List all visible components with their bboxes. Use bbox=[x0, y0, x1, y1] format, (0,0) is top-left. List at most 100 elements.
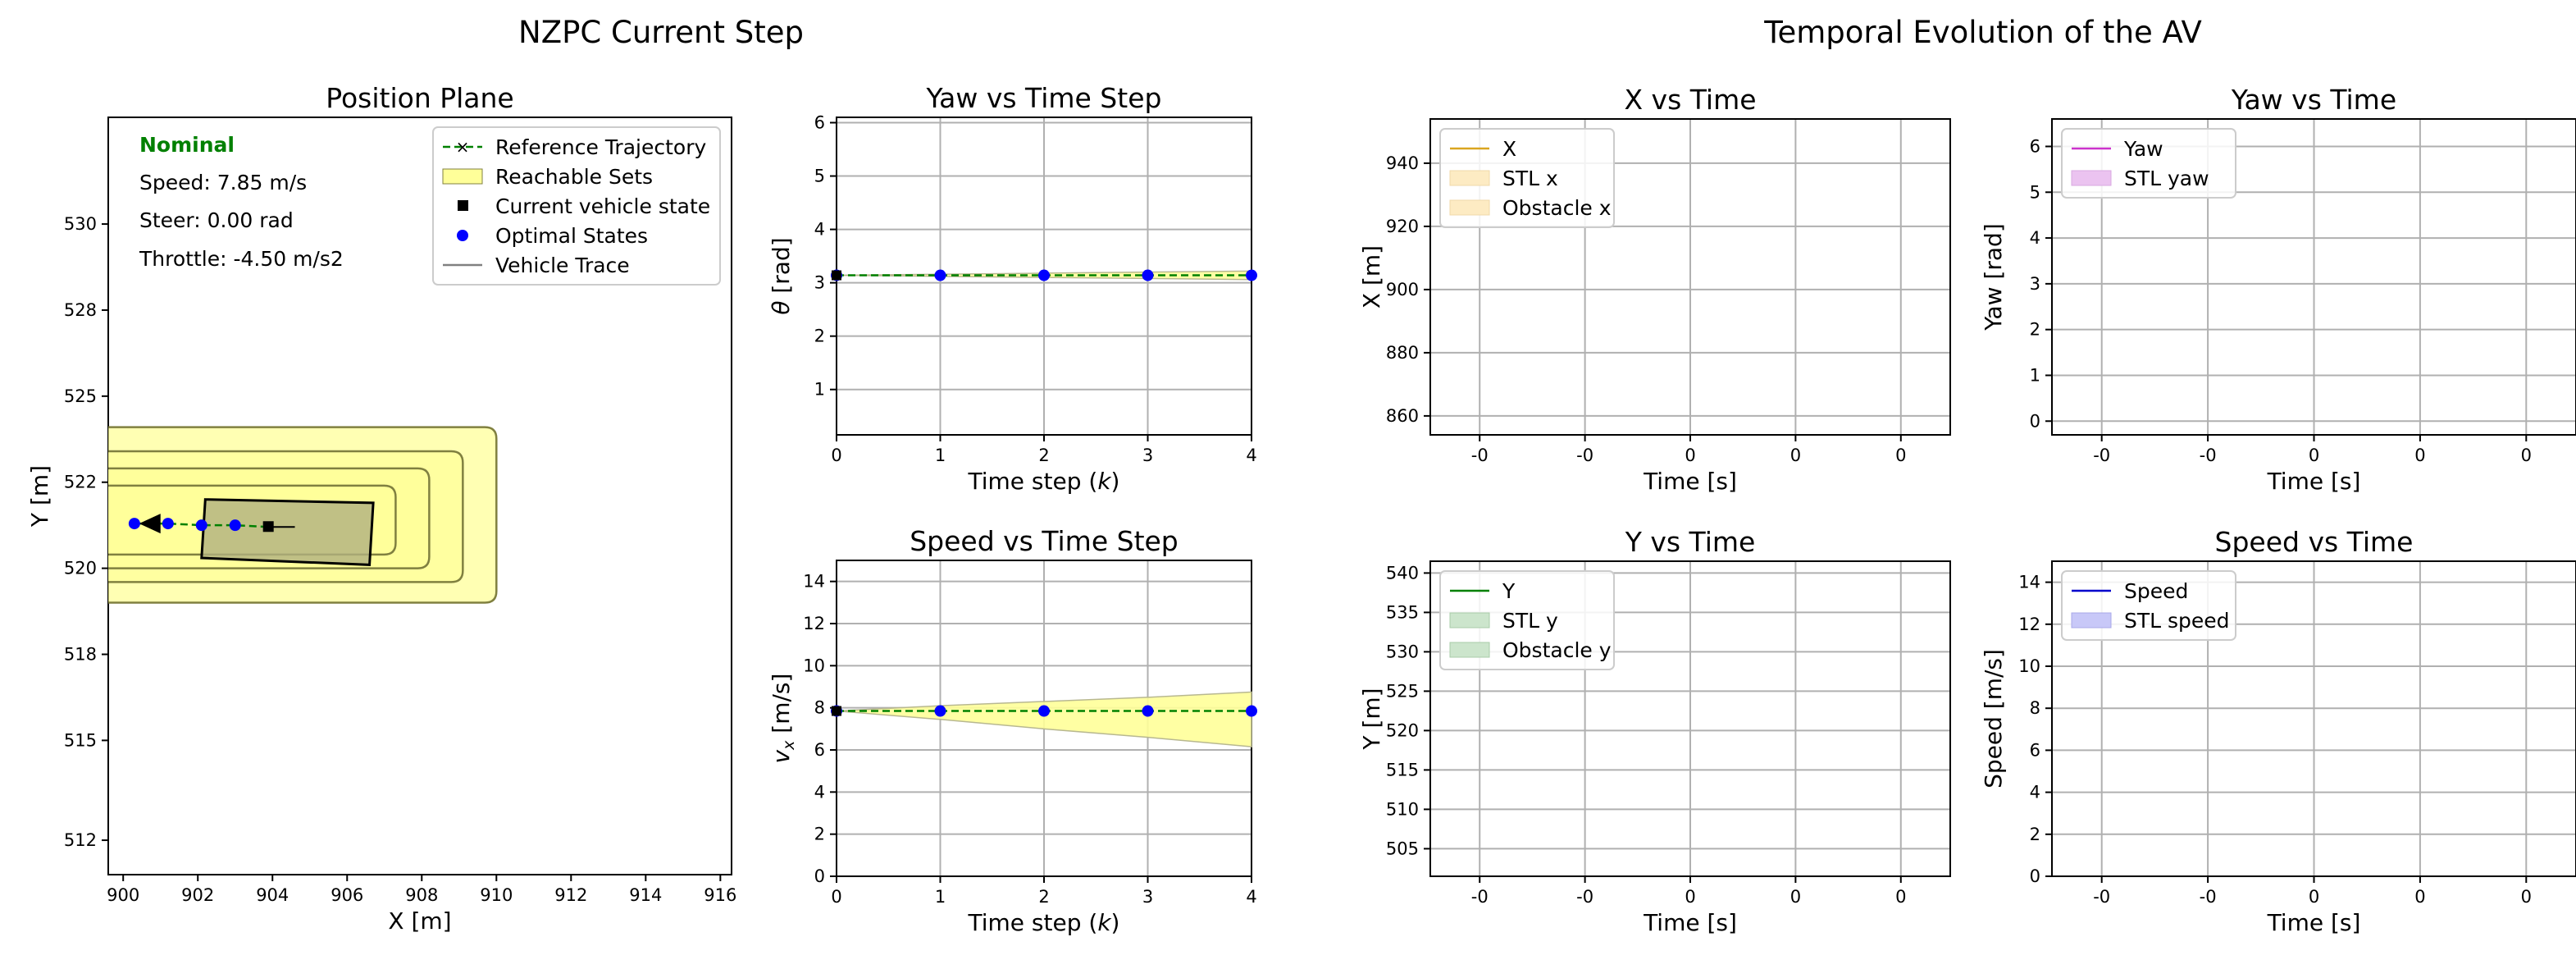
x-time-xtick-label: -0 bbox=[1576, 446, 1593, 465]
speed-step-ytick-label: 10 bbox=[803, 656, 825, 675]
xlabel-part: k bbox=[1097, 909, 1112, 936]
yaw-time-xtick-label: 0 bbox=[2521, 446, 2532, 465]
x-time-ytick-label: 920 bbox=[1386, 217, 1419, 236]
speed-step-optimal-point bbox=[1246, 705, 1257, 717]
y-time-ytick-label: 535 bbox=[1386, 602, 1419, 622]
position-plane-legend-label: Optimal States bbox=[495, 224, 648, 248]
speed-time-legend-label: STL speed bbox=[2124, 609, 2230, 633]
yaw-time-xtick-label: 0 bbox=[2414, 446, 2425, 465]
y-time-xtick-label: 0 bbox=[1790, 887, 1801, 907]
xlabel-part: k bbox=[1097, 468, 1112, 495]
y-time-ytick-label: 540 bbox=[1386, 563, 1419, 583]
speed-time-legend-label: Speed bbox=[2124, 579, 2188, 603]
yaw-step-ylabel-part: [rad] bbox=[768, 237, 795, 300]
yaw-time-ytick-label: 2 bbox=[2030, 320, 2040, 340]
position-plane-ytick-label: 525 bbox=[64, 386, 97, 406]
yaw-time-legend-label: Yaw bbox=[2123, 137, 2163, 161]
yaw-time-legend: Yaw STL yaw bbox=[2061, 128, 2236, 199]
position-plane-plot bbox=[108, 426, 498, 604]
yaw-step-xlabel: Time step (k) bbox=[968, 468, 1120, 495]
position-plane-legend-handle bbox=[458, 200, 468, 211]
y-time-legend-label: Obstacle y bbox=[1502, 638, 1612, 662]
x-time-legend-label: Obstacle x bbox=[1502, 196, 1612, 220]
position-plane-legend-box bbox=[432, 126, 721, 286]
yaw-step-ytick-label: 6 bbox=[814, 113, 825, 133]
vehicle-footprint bbox=[200, 498, 375, 566]
yaw-time-ytick-label: 6 bbox=[2030, 136, 2040, 156]
y-time-ytick-label: 525 bbox=[1386, 681, 1419, 701]
x-time-xtick-label: 0 bbox=[1895, 446, 1906, 465]
speed-step-current-state-point bbox=[832, 706, 841, 716]
speed-time-ylabel: Speed [m/s] bbox=[1980, 649, 2007, 788]
yaw-time-ytick-label: 3 bbox=[2030, 274, 2040, 294]
y-time-ytick-label: 510 bbox=[1386, 799, 1419, 819]
speed-time-xtick-label: 0 bbox=[2521, 887, 2532, 907]
yaw-step-plot bbox=[831, 269, 1257, 281]
position-plane-xtick-label: 902 bbox=[181, 885, 214, 905]
speed-step-ylabel-part: x bbox=[780, 740, 798, 751]
speed-time-legend-handle bbox=[2071, 612, 2112, 628]
position-plane-legend-label: Reference Trajectory bbox=[495, 135, 706, 159]
yaw-time-xlabel: Time [s] bbox=[2267, 468, 2361, 495]
yaw-time-xtick-label: -0 bbox=[2093, 446, 2110, 465]
position-plane-legend-handle-x: × bbox=[456, 137, 470, 157]
throttle-readout: Throttle: -4.50 m/s2 bbox=[139, 247, 344, 271]
yaw-step-xtick-label: 2 bbox=[1038, 446, 1049, 465]
yaw-step-optimal-point bbox=[1246, 269, 1257, 281]
y-time-ytick-label: 505 bbox=[1386, 839, 1419, 858]
yaw-step-xtick-label: 1 bbox=[935, 446, 946, 465]
speed-step-xtick-label: 2 bbox=[1038, 887, 1049, 907]
y-time-ylabel: Y [m] bbox=[1358, 688, 1385, 750]
current-vehicle-state-point bbox=[262, 521, 274, 532]
x-time-xlabel: Time [s] bbox=[1643, 468, 1737, 495]
speed-step-ytick-label: 0 bbox=[814, 866, 825, 886]
position-plane-xtick-label: 908 bbox=[405, 885, 438, 905]
suptitle-left: NZPC Current Step bbox=[518, 15, 804, 50]
yaw-step-ylabel: θ [rad] bbox=[768, 237, 795, 314]
speed-step-title: Speed vs Time Step bbox=[910, 525, 1179, 557]
yaw-time-ytick-label: 5 bbox=[2030, 182, 2040, 202]
y-time-xlabel: Time [s] bbox=[1643, 909, 1737, 936]
yaw-step-xtick-label: 3 bbox=[1142, 446, 1153, 465]
xlabel-part: Time step ( bbox=[968, 468, 1098, 495]
x-time-ytick-label: 940 bbox=[1386, 153, 1419, 173]
position-plane-legend: × Reference Trajectory Reachable Sets Curre… bbox=[432, 126, 721, 286]
y-time-xtick-label: -0 bbox=[1471, 887, 1489, 907]
y-time-legend-handle bbox=[1449, 612, 1490, 628]
yaw-time-ytick-label: 0 bbox=[2030, 411, 2040, 431]
x-time-ytick-label: 860 bbox=[1386, 406, 1419, 426]
speed-time-xtick-label: -0 bbox=[2200, 887, 2217, 907]
speed-step-optimal-point bbox=[934, 705, 946, 717]
yaw-step-ytick-label: 3 bbox=[814, 273, 825, 293]
yaw-time-ytick-label: 1 bbox=[2030, 365, 2040, 385]
position-plane-xtick-label: 912 bbox=[554, 885, 587, 905]
x-time-ytick-label: 880 bbox=[1386, 343, 1419, 363]
yaw-step-optimal-point bbox=[1142, 269, 1154, 281]
speed-time-ytick-label: 6 bbox=[2030, 740, 2040, 760]
optimal-state-point bbox=[195, 519, 207, 532]
speed-time-xtick-label: -0 bbox=[2093, 887, 2110, 907]
position-plane-xtick-label: 910 bbox=[480, 885, 513, 905]
yaw-time-ytick-label: 4 bbox=[2030, 228, 2040, 248]
position-plane-xlabel: X [m] bbox=[388, 907, 451, 935]
y-time-xtick-label: -0 bbox=[1576, 887, 1593, 907]
position-plane-legend-label: Vehicle Trace bbox=[495, 254, 630, 277]
speed-time-ytick-label: 0 bbox=[2030, 866, 2040, 886]
position-plane-ytick-label: 530 bbox=[64, 214, 97, 234]
speed-step-optimal-point bbox=[1142, 705, 1154, 717]
yaw-time-ylabel: Yaw [rad] bbox=[1980, 223, 2007, 331]
position-plane-ytick-label: 515 bbox=[64, 730, 97, 750]
speed-readout: Speed: 7.85 m/s bbox=[139, 171, 307, 194]
speed-step-ytick-label: 8 bbox=[814, 698, 825, 718]
optimal-state-point bbox=[162, 518, 174, 530]
yaw-time-legend-label: STL yaw bbox=[2124, 167, 2209, 190]
speed-time-ytick-label: 14 bbox=[2018, 573, 2040, 592]
optimal-state-point bbox=[128, 518, 140, 530]
yaw-time-xtick-label: 0 bbox=[2309, 446, 2319, 465]
position-plane-ytick-label: 512 bbox=[64, 830, 97, 850]
position-plane-xtick-label: 906 bbox=[331, 885, 363, 905]
yaw-time-xtick-label: -0 bbox=[2200, 446, 2217, 465]
y-time-legend-label: STL y bbox=[1502, 609, 1558, 633]
position-plane-ytick-label: 520 bbox=[64, 559, 97, 578]
position-plane-legend-handle bbox=[442, 168, 483, 185]
